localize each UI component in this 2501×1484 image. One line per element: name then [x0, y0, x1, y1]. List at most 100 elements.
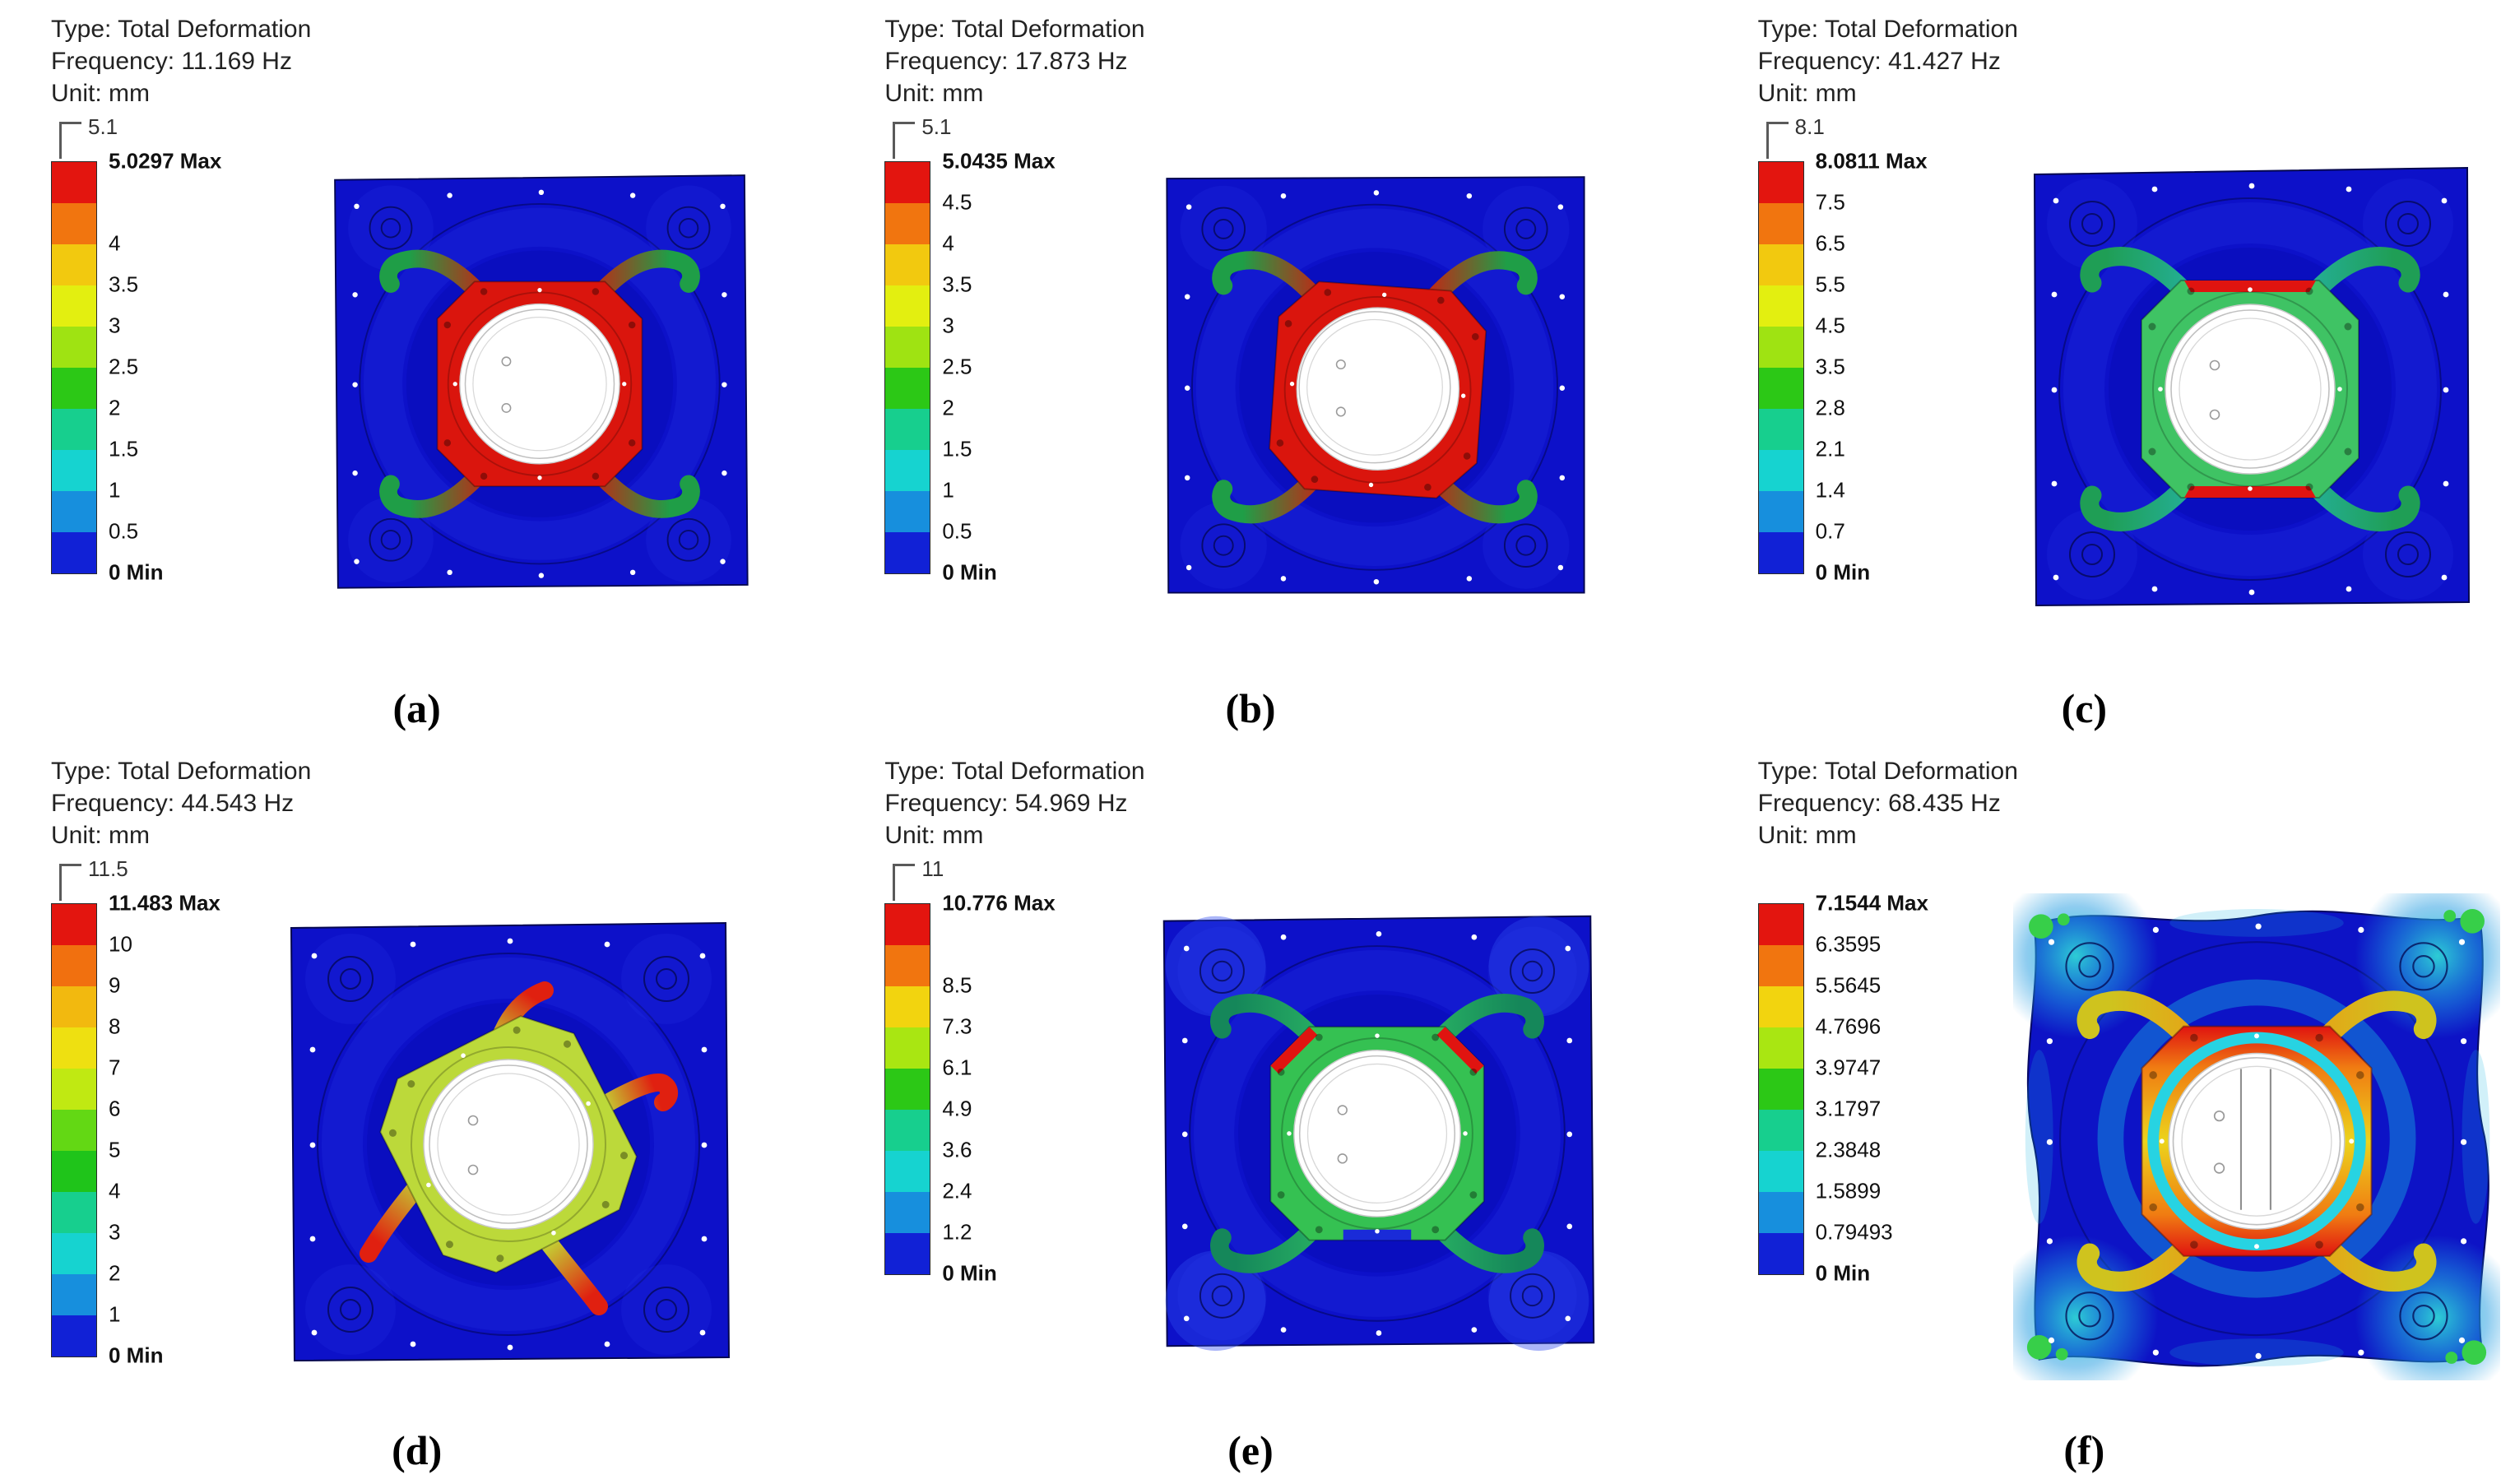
hole-slots — [2239, 1069, 2271, 1210]
legend-label: 8 — [109, 1013, 121, 1039]
result-frequency: Frequency: 68.435 Hz — [1757, 790, 2001, 817]
legend-label: 3.9747 — [1815, 1055, 1882, 1080]
result-unit: Unit: mm — [884, 80, 984, 107]
result-unit: Unit: mm — [884, 822, 984, 849]
legend-band — [52, 450, 96, 491]
corner-glows — [1166, 916, 1589, 1352]
tick-value: 5.1 — [921, 114, 952, 139]
mounting-frame — [361, 997, 656, 1292]
legend-label: 5.0435 Max — [942, 148, 1056, 174]
result-header: Type: Total Deformation Frequency: 11.16… — [51, 13, 311, 109]
result-header: Type: Total Deformation Frequency: 41.42… — [1758, 13, 2018, 109]
legend-band — [1758, 1069, 1803, 1110]
legend-label: 6 — [109, 1096, 121, 1121]
subfigure-caption: (e) — [1227, 1427, 1274, 1473]
legend-band — [52, 244, 96, 285]
legend-top-tick: 11 — [893, 856, 1131, 903]
legend-label: 4 — [109, 1178, 121, 1203]
legend-label: 1.5899 — [1815, 1178, 1882, 1203]
result-frequency: Frequency: 11.169 Hz — [51, 48, 292, 75]
legend-label: 1 — [109, 477, 121, 503]
corner-hotspots — [2026, 909, 2486, 1365]
legend-color-bar — [884, 161, 931, 574]
legend-band — [885, 409, 930, 450]
legend-band — [1758, 1233, 1803, 1274]
legend-label: 5.5 — [1815, 271, 1845, 297]
legend-band — [1758, 285, 1803, 327]
subfigure-d: Type: Total Deformation Frequency: 44.54… — [0, 742, 833, 1484]
result-header: Type: Total Deformation Frequency: 68.43… — [1758, 755, 2018, 851]
legend-band — [1758, 409, 1803, 450]
legend-color-bar — [1757, 161, 1804, 574]
result-unit: Unit: mm — [51, 80, 150, 107]
legend-band — [1758, 491, 1803, 532]
legend-top-tick: 11.5 — [59, 856, 298, 903]
legend-label: 7.3 — [942, 1013, 972, 1039]
legend-top-tick: 5.1 — [893, 114, 1131, 161]
legend-label: 6.1 — [942, 1055, 972, 1080]
legend-color-bar — [884, 903, 931, 1275]
result-unit: Unit: mm — [1757, 80, 1857, 107]
legend-labels: 8.0811 Max 7.5 6.5 5.5 4.5 3.5 2.8 2.1 1.4 0.7 0 M… — [1815, 149, 2005, 585]
fea-render — [278, 907, 739, 1374]
legend-band — [885, 285, 930, 327]
legend-band — [52, 986, 96, 1027]
legend-label: 8.5 — [942, 972, 972, 998]
subfigure-b: Type: Total Deformation Frequency: 17.87… — [833, 0, 1667, 742]
tick-bracket — [893, 122, 916, 159]
center-hole — [459, 303, 620, 465]
legend-band — [885, 904, 930, 945]
legend-labels: 11.483 Max 10 9 8 7 6 5 4 3 2 1 0 Min — [109, 891, 298, 1368]
contour-plot — [278, 907, 739, 1374]
legend-band — [1758, 945, 1803, 986]
legend-band — [52, 532, 96, 573]
center-hole — [2164, 304, 2336, 475]
frame-corner-hotspot-left — [1270, 1027, 1318, 1074]
legend-label: 3 — [109, 313, 121, 338]
legend-band — [885, 532, 930, 573]
legend-band — [52, 904, 96, 945]
legend-labels: 7.1544 Max 6.3595 5.5645 4.7696 3.9747 3.1797… — [1815, 891, 2005, 1286]
legend-label: 4 — [109, 230, 121, 256]
tick-value: 8.1 — [1794, 114, 1825, 139]
legend-band — [885, 1192, 930, 1233]
legend-band — [885, 244, 930, 285]
frame-corner-hotspot-right — [1437, 1027, 1484, 1074]
legend-band — [1758, 203, 1803, 244]
result-unit: Unit: mm — [51, 822, 150, 849]
legend-label: 2.5 — [942, 354, 972, 379]
legend-label: 0.79493 — [1815, 1219, 1893, 1245]
contour-plot — [322, 163, 757, 597]
result-frequency: Frequency: 17.873 Hz — [884, 48, 1128, 75]
legend-band — [52, 409, 96, 450]
legend-label: 1.5 — [109, 436, 139, 461]
legend-label: 0 Min — [109, 559, 164, 585]
legend-label: 5 — [109, 1137, 121, 1162]
result-type: Type: Total Deformation — [884, 758, 1145, 785]
legend-band — [885, 491, 930, 532]
legend-label: 1.2 — [942, 1219, 972, 1245]
legend-band — [52, 1192, 96, 1233]
legend-label: 1.4 — [1815, 477, 1845, 503]
legend-band — [885, 1151, 930, 1192]
legend-label: 0 Min — [942, 559, 997, 585]
subfigure-f: Type: Total Deformation Frequency: 68.43… — [1668, 742, 2501, 1484]
legend-band — [885, 368, 930, 409]
legend-label: 3.5 — [942, 271, 972, 297]
center-hole — [1293, 1050, 1462, 1217]
frame-top-hotspot — [2183, 281, 2316, 292]
result-frequency: Frequency: 44.543 Hz — [51, 790, 295, 817]
legend-label: 3 — [942, 313, 954, 338]
legend-band — [885, 1069, 930, 1110]
result-unit: Unit: mm — [1757, 822, 1857, 849]
center-hole — [2168, 1052, 2346, 1230]
color-legend: 7.1544 Max 6.3595 5.5645 4.7696 3.9747 3.1797… — [1757, 864, 2005, 1286]
legend-label: 1.5 — [942, 436, 972, 461]
legend-band — [52, 327, 96, 368]
mounting-frame — [436, 281, 643, 488]
color-legend: 11.5 11.483 Max 10 9 8 7 6 5 4 3 2 1 0 Min — [51, 856, 298, 1368]
contour-plot — [2012, 893, 2500, 1380]
legend-label: 2 — [109, 1260, 121, 1286]
fea-render — [1151, 903, 1603, 1356]
